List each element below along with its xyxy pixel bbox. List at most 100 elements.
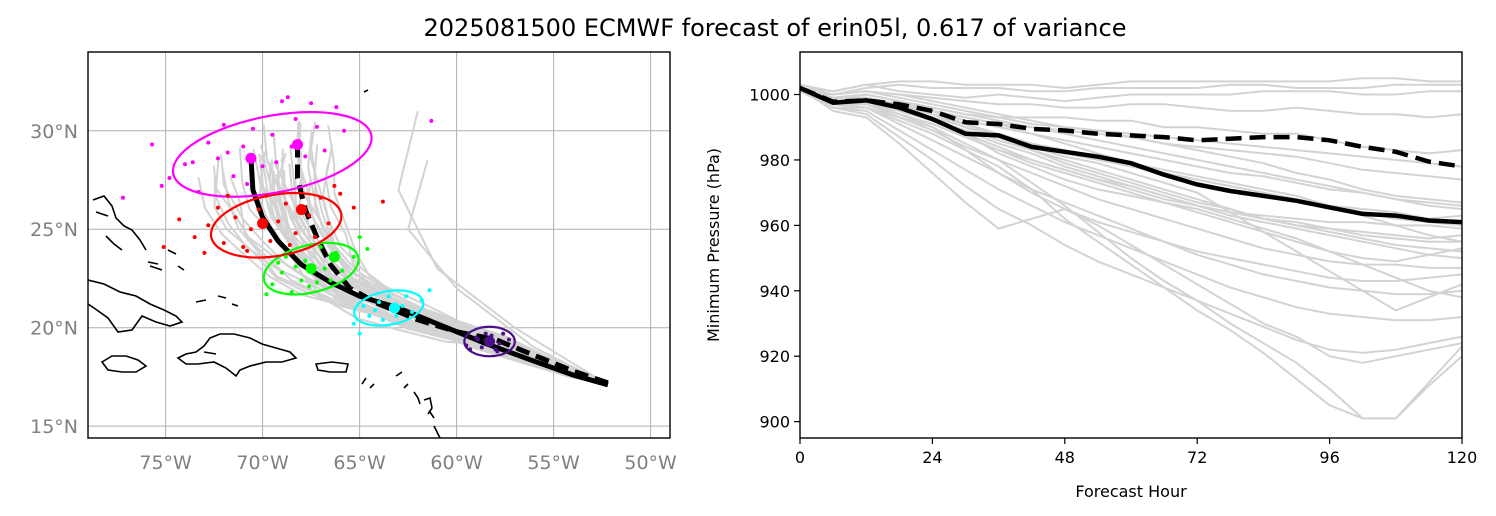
- member-position-point: [264, 292, 269, 297]
- map-y-tick-label: 20°N: [30, 318, 78, 340]
- member-position-point: [231, 174, 236, 179]
- member-position-point: [497, 341, 502, 346]
- mean-pressure-solid: [800, 85, 1462, 225]
- member-pressure-line: [800, 83, 1462, 96]
- member-pressure-line: [800, 87, 1462, 119]
- map-y-tick-label: 30°N: [30, 121, 78, 143]
- member-position-point: [221, 122, 226, 127]
- coastline-lesser-antilles: [361, 89, 441, 438]
- mean-position-point: [295, 204, 307, 216]
- member-position-point: [293, 116, 298, 121]
- member-position-point: [351, 205, 356, 210]
- member-position-point: [233, 215, 238, 220]
- mean-position-point: [245, 152, 257, 164]
- track-map-panel: 75°W 70°W 65°W 60°W 55°W 50°W 15°N 20°N 25°N 30°N: [30, 51, 677, 474]
- member-position-point: [245, 181, 250, 186]
- member-position-point: [322, 266, 327, 271]
- member-pressure-line: [800, 90, 1462, 354]
- x-tick-label: 48: [1055, 448, 1075, 467]
- map-y-tick-label: 25°N: [30, 219, 78, 241]
- y-tick-label: 920: [759, 347, 790, 366]
- member-position-point: [270, 132, 275, 137]
- map-x-tick-label: 60°W: [430, 452, 483, 474]
- member-position-point: [225, 150, 230, 155]
- member-position-point: [377, 300, 381, 305]
- y-tick-label: 980: [759, 151, 790, 170]
- member-position-point: [167, 176, 172, 181]
- member-position-point: [260, 164, 265, 169]
- member-position-point: [303, 258, 308, 263]
- coastline-cuba: [88, 279, 184, 333]
- member-position-point: [468, 347, 473, 352]
- coastlines: [88, 89, 441, 438]
- y-tick-label: 1000: [749, 86, 790, 105]
- member-position-point: [357, 235, 362, 240]
- member-position-point: [120, 195, 125, 200]
- member-position-point: [283, 254, 288, 259]
- member-position-point: [303, 154, 308, 159]
- member-position-point: [338, 191, 343, 196]
- member-position-point: [270, 282, 275, 287]
- map-x-tick-label: 70°W: [236, 452, 289, 474]
- member-position-point: [225, 193, 230, 198]
- pressure-x-axis-label: Forecast Hour: [1075, 482, 1187, 501]
- coastline-hispaniola: [176, 333, 298, 378]
- member-position-point: [394, 313, 399, 318]
- member-position-point: [250, 126, 255, 131]
- map-x-tick-label: 50°W: [624, 452, 677, 474]
- member-position-point: [276, 260, 281, 265]
- member-position-point: [400, 304, 405, 309]
- member-position-point: [342, 128, 347, 133]
- member-position-point: [307, 213, 312, 218]
- member-position-point: [365, 246, 370, 251]
- pressure-y-axis-label: Minimum Pressure (hPa): [704, 148, 723, 342]
- member-position-point: [150, 142, 155, 147]
- member-position-point: [351, 254, 356, 259]
- member-position-point: [328, 278, 333, 283]
- mean-pressure-lines: [800, 85, 1462, 225]
- member-position-point: [340, 268, 345, 273]
- member-pressure-line: [800, 87, 1462, 364]
- member-position-point: [309, 101, 314, 106]
- member-pressure-line: [800, 87, 1462, 322]
- member-position-point: [419, 298, 424, 303]
- coastline-puerto-rico: [314, 361, 349, 373]
- member-pressure-lines: [800, 77, 1462, 420]
- member-position-point: [322, 148, 327, 153]
- member-position-point: [318, 195, 323, 200]
- member-position-point: [326, 221, 331, 226]
- member-positions: [120, 95, 511, 354]
- member-position-point: [215, 205, 220, 210]
- member-position-point: [287, 243, 292, 247]
- mean-position-point: [305, 263, 317, 275]
- x-tick-label: 120: [1447, 448, 1478, 467]
- member-position-point: [357, 331, 362, 336]
- uncertainty-ellipse: [262, 241, 360, 296]
- member-position-point: [380, 199, 385, 204]
- member-position-point: [332, 183, 337, 188]
- mean-position-point: [484, 336, 496, 347]
- member-position-point: [318, 244, 323, 249]
- member-pressure-line: [800, 90, 1462, 253]
- mean-position-point: [292, 139, 304, 151]
- uncertainty-ellipse: [353, 289, 425, 327]
- map-x-tick-label: 75°W: [139, 452, 192, 474]
- member-position-point: [285, 95, 290, 100]
- member-position-point: [334, 105, 339, 110]
- figure-title: 2025081500 ECMWF forecast of erin05l, 0.…: [424, 14, 1127, 42]
- mean-pressure-dashed: [800, 85, 1462, 169]
- member-position-point: [475, 337, 480, 342]
- uncertainty-ellipse: [171, 110, 373, 198]
- member-position-point: [280, 99, 284, 104]
- x-tick-label: 24: [922, 448, 942, 467]
- x-tick-label: 0: [795, 448, 805, 467]
- member-position-point: [409, 309, 414, 314]
- pressure-frame: [799, 51, 1463, 439]
- member-position-point: [280, 270, 284, 275]
- member-position-point: [276, 219, 281, 224]
- member-position-point: [314, 280, 319, 285]
- member-track: [289, 145, 609, 384]
- member-position-point: [367, 313, 372, 318]
- x-tick-label: 96: [1319, 448, 1339, 467]
- pressure-ticks: 0 24 48 72 96 120 900 920 940 960 980 1000: [749, 86, 1477, 467]
